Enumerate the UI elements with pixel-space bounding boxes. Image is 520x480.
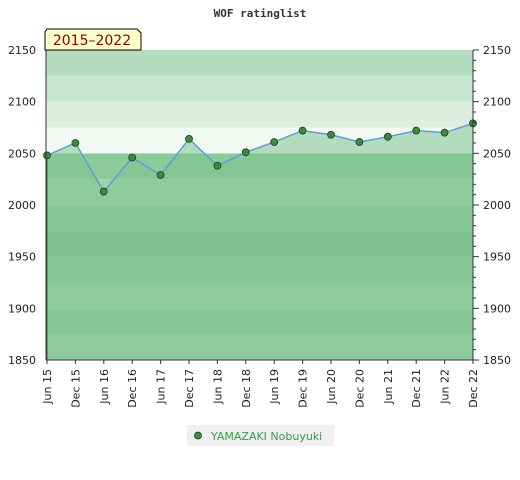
x-tick-label: Jun 21 [382,369,395,405]
x-tick-label: Dec 22 [467,369,480,408]
series-line [46,122,474,360]
area-fill [47,123,473,360]
data-point [99,187,108,196]
x-tick-label: Dec 19 [297,369,310,408]
chart-title: WOF ratinglist [214,7,307,20]
x-tick-label: Dec 20 [353,369,366,408]
y-tick-label: 1850 [483,354,511,367]
data-point [412,126,421,135]
x-tick-label: Jun 18 [211,369,224,405]
legend: YAMAZAKI Nobuyuki [187,425,334,446]
data-point [298,126,307,135]
y-tick-label: 2000 [8,199,36,212]
x-tick-label: Dec 18 [240,369,253,408]
data-point [327,130,335,139]
data-point [355,138,364,146]
band [46,101,473,128]
band [46,50,473,76]
data-point [71,139,80,147]
axes [45,49,479,364]
y-tick-label: 1850 [8,354,36,367]
x-tick-label: Jun 20 [325,369,338,405]
y-tick-label: 1950 [483,251,511,264]
y-tick-label: 2050 [8,147,36,160]
x-tick-label: Jun 17 [155,369,168,405]
data-point [383,132,392,141]
y-axis-right-labels: 1850 1900 1950 2000 2050 2100 2150 [483,44,511,367]
series-polyline [46,122,474,193]
y-tick-label: 2050 [483,147,511,160]
y-tick-label: 1900 [8,302,36,315]
y-tick-label: 2100 [483,96,511,109]
data-point [270,138,279,146]
legend-label: YAMAZAKI Nobuyuki [210,430,322,443]
y-tick-label: 2100 [8,96,36,109]
x-tick-label: Dec 17 [183,369,196,408]
period-badge-label: 2015–2022 [53,33,131,49]
y-tick-label: 2000 [483,199,511,212]
x-tick-label: Jun 19 [268,369,281,405]
series-points [43,119,477,196]
y-tick-label: 1900 [483,302,511,315]
data-point [43,151,51,160]
period-badge: 2015–2022 [44,28,142,51]
data-point [213,161,222,170]
data-point [241,148,250,157]
area-path [47,123,473,360]
data-point [128,153,137,162]
x-tick-label: Dec 15 [69,369,82,408]
x-tick-label: Dec 21 [410,369,423,408]
data-point [185,134,193,143]
legend-marker [194,431,202,440]
x-tick-label: Dec 16 [126,369,139,408]
period-badge-box [44,28,142,51]
y-axis-left-labels: 1850 1900 1950 2000 2050 2100 2150 [8,44,36,367]
band [46,75,473,102]
data-point [156,171,165,179]
x-axis-labels: Jun 15 Dec 15 Jun 16 Dec 16 Jun 17 Dec 17 Jun … [41,369,480,408]
x-tick-label: Jun 15 [41,369,54,405]
x-tick-label: Jun 22 [439,369,452,405]
y-tick-label: 1950 [8,251,36,264]
x-tick-label: Jun 16 [98,369,111,405]
y-tick-label: 2150 [8,44,36,57]
y-tick-label: 2150 [483,44,511,57]
data-point [440,128,449,137]
legend-box [187,425,334,446]
